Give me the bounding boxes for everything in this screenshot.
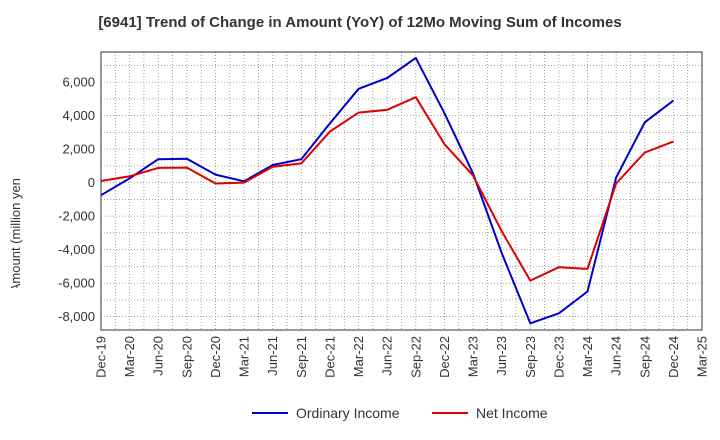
x-tick-label: Dec-20 xyxy=(208,336,223,378)
y-tick-label: 2,000 xyxy=(62,142,95,157)
grid xyxy=(101,52,702,330)
y-axis-label-box: Amount (million yen) xyxy=(8,178,23,288)
legend-swatch-ordinary-income xyxy=(252,412,288,414)
series-lines xyxy=(100,56,675,325)
y-tick-label: -8,000 xyxy=(58,309,95,324)
series-line-ordinary-income xyxy=(100,56,675,325)
x-tick-label: Sep-24 xyxy=(637,336,652,378)
y-axis-tick-labels: -8,000 -6,000 -4,000 -2,000 0 2,000 4,000 6,000 xyxy=(58,75,95,324)
y-tick-label: -2,000 xyxy=(58,209,95,224)
y-axis-label: Amount (million yen) xyxy=(8,178,23,288)
y-tick-label: 6,000 xyxy=(62,75,95,90)
x-tick-label: Jun-21 xyxy=(265,336,280,376)
plot-frame xyxy=(100,51,703,331)
x-tick-label: Jun-23 xyxy=(494,336,509,376)
legend-swatch-net-income xyxy=(432,412,468,414)
x-tick-label: Jun-20 xyxy=(151,336,166,376)
legend-label-ordinary-income: Ordinary Income xyxy=(296,405,400,421)
x-tick-label: Sep-23 xyxy=(523,336,538,378)
x-tick-label: Mar-20 xyxy=(122,336,137,377)
x-tick-label: Sep-22 xyxy=(408,336,423,378)
x-tick-label: Mar-25 xyxy=(695,336,710,377)
x-tick-label: Dec-24 xyxy=(666,336,681,378)
series-line-net-income xyxy=(100,96,674,282)
x-tick-label: Mar-24 xyxy=(580,336,595,377)
y-tick-label: -6,000 xyxy=(58,276,95,291)
x-tick-label: Mar-23 xyxy=(466,336,481,377)
x-tick-label: Mar-21 xyxy=(237,336,252,377)
x-tick-label: Dec-21 xyxy=(322,336,337,378)
x-axis-tick-labels: Dec-19 Mar-20 Jun-20 Sep-20 Dec-20 Mar-21 Jun-… xyxy=(94,336,710,378)
chart-title: [6941] Trend of Change in Amount (YoY) o… xyxy=(98,14,622,31)
x-tick-label: Sep-20 xyxy=(179,336,194,378)
x-tick-label: Jun-24 xyxy=(609,336,624,376)
y-tick-label: 4,000 xyxy=(62,108,95,123)
x-tick-label: Jun-22 xyxy=(380,336,395,376)
legend-label-net-income: Net Income xyxy=(476,405,548,421)
legend-item-ordinary-income: Ordinary Income xyxy=(252,405,399,421)
x-tick-label: Dec-19 xyxy=(94,336,109,378)
y-tick-label: -4,000 xyxy=(58,242,95,257)
x-tick-label: Dec-22 xyxy=(437,336,452,378)
x-tick-label: Dec-23 xyxy=(551,336,566,378)
legend-item-net-income: Net Income xyxy=(432,405,548,421)
y-tick-label: 0 xyxy=(88,175,95,190)
x-tick-label: Mar-22 xyxy=(351,336,366,377)
x-tick-label: Sep-21 xyxy=(294,336,309,378)
